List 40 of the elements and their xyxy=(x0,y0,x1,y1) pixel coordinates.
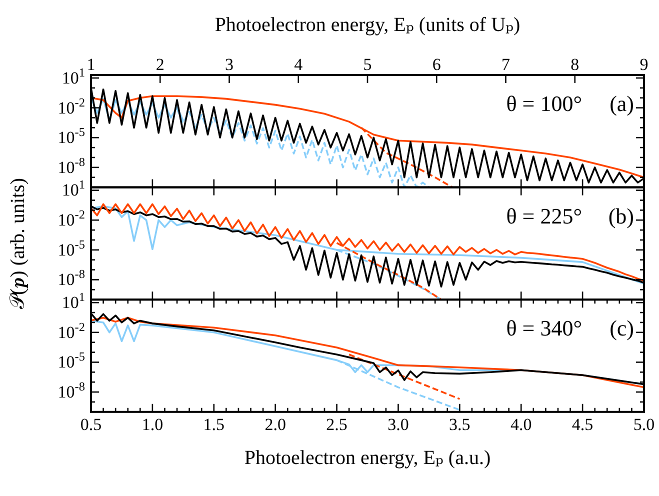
x-tick-label: 3.0 xyxy=(388,414,409,434)
annotation: (c) xyxy=(610,316,634,341)
y-tick-label: 10$^{-8}$ xyxy=(58,267,85,290)
x2-tick-label: 3 xyxy=(225,55,234,74)
y-tick-label: 10$^{-2}$ xyxy=(58,95,85,118)
x2-tick-label: 8 xyxy=(570,55,580,74)
y-tick-label: 10$^{1}$ xyxy=(62,178,85,200)
x-tick-label: 4.5 xyxy=(572,414,594,434)
y-tick-label: 10$^{-2}$ xyxy=(58,320,85,342)
x-tick-label: 0.5 xyxy=(80,414,102,434)
annotation: θ = 225° xyxy=(506,203,582,228)
x-tick-label: 2.5 xyxy=(326,414,348,434)
x-axis-title: Photoelectron energy, Eₚ (a.u.) xyxy=(244,446,491,469)
x-tick-label: 3.5 xyxy=(449,414,470,434)
y-tick-label: 10$^{-5}$ xyxy=(58,237,85,260)
y-tick-label: 10$^{-5}$ xyxy=(58,125,85,148)
x2-tick-label: 4 xyxy=(294,55,304,74)
x2-tick-label: 6 xyxy=(432,55,441,74)
y-tick-label: 10$^{-8}$ xyxy=(58,379,85,402)
x2-tick-label: 5 xyxy=(363,55,372,74)
y-tick-label: 10$^{-2}$ xyxy=(58,208,85,230)
annotation: θ = 100° xyxy=(506,91,582,116)
y-tick-label: 10$^{1}$ xyxy=(62,65,85,88)
y-axis-title: 𝒫(𝒑) (arb. units) xyxy=(7,178,29,309)
annotation: (b) xyxy=(608,203,634,228)
x-tick-label: 1.5 xyxy=(203,414,225,434)
x2-axis-title: Photoelectron energy, Eₚ (units of Uₚ) xyxy=(214,14,520,36)
x2-tick-label: 2 xyxy=(156,55,164,74)
annotation: (a) xyxy=(610,91,634,116)
y-tick-label: 10$^{-8}$ xyxy=(58,154,85,177)
x-tick-label: 4.0 xyxy=(510,414,532,434)
x-tick-label: 5.0 xyxy=(633,414,655,434)
x2-tick-label: 1 xyxy=(86,55,96,74)
y-tick-label: 10$^{1}$ xyxy=(62,290,85,312)
x-tick-label: 1.0 xyxy=(142,414,164,434)
x2-tick-label: 7 xyxy=(502,55,510,74)
y-tick-label: 10$^{-5}$ xyxy=(58,350,85,372)
x-tick-label: 2.0 xyxy=(264,414,286,434)
x2-tick-label: 9 xyxy=(640,55,648,74)
annotation: θ = 340° xyxy=(506,316,582,341)
